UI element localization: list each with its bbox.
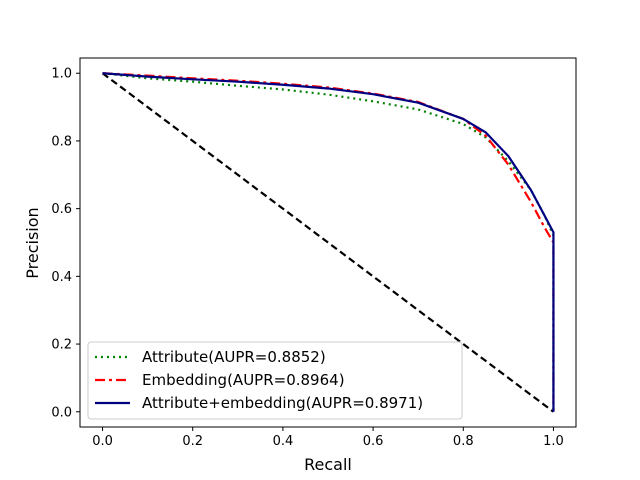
x-tick-label: 0.4 [273, 434, 294, 449]
x-tick-label: 0.2 [182, 434, 203, 449]
plot-lines [101, 72, 555, 413]
baseline-line [101, 72, 555, 413]
y-tick-label: 1.0 [51, 67, 72, 82]
x-tick-label: 0.0 [92, 434, 113, 449]
x-axis-label: Recall [304, 455, 352, 474]
legend-box [87, 341, 463, 420]
y-axis-label: Precision [23, 207, 42, 278]
series-line-2 [102, 72, 555, 412]
y-tick-label: 0.4 [51, 270, 72, 285]
legend-label-0: Attribute(AUPR=0.8852) [142, 348, 326, 366]
x-tick-label: 0.8 [453, 434, 474, 449]
x-tick-label: 1.0 [543, 434, 564, 449]
x-tick-label: 0.6 [363, 434, 384, 449]
y-tick-label: 0.6 [51, 202, 72, 217]
y-tick-label: 0.2 [51, 338, 72, 353]
y-tick-label: 0.8 [51, 134, 72, 149]
legend-label-1: Embedding(AUPR=0.8964) [142, 371, 345, 389]
x-axis-ticks: 0.0 0.2 0.4 0.6 0.8 1.0 [92, 427, 564, 449]
y-axis-ticks: 0.0 0.2 0.4 0.6 0.8 1.0 [51, 67, 80, 420]
legend-label-2: Attribute+embedding(AUPR=0.8971) [142, 394, 423, 412]
plot-frame [79, 57, 577, 428]
legend: Attribute(AUPR=0.8852) Embedding(AUPR=0.8… [87, 341, 463, 420]
y-tick-label: 0.0 [51, 405, 72, 420]
